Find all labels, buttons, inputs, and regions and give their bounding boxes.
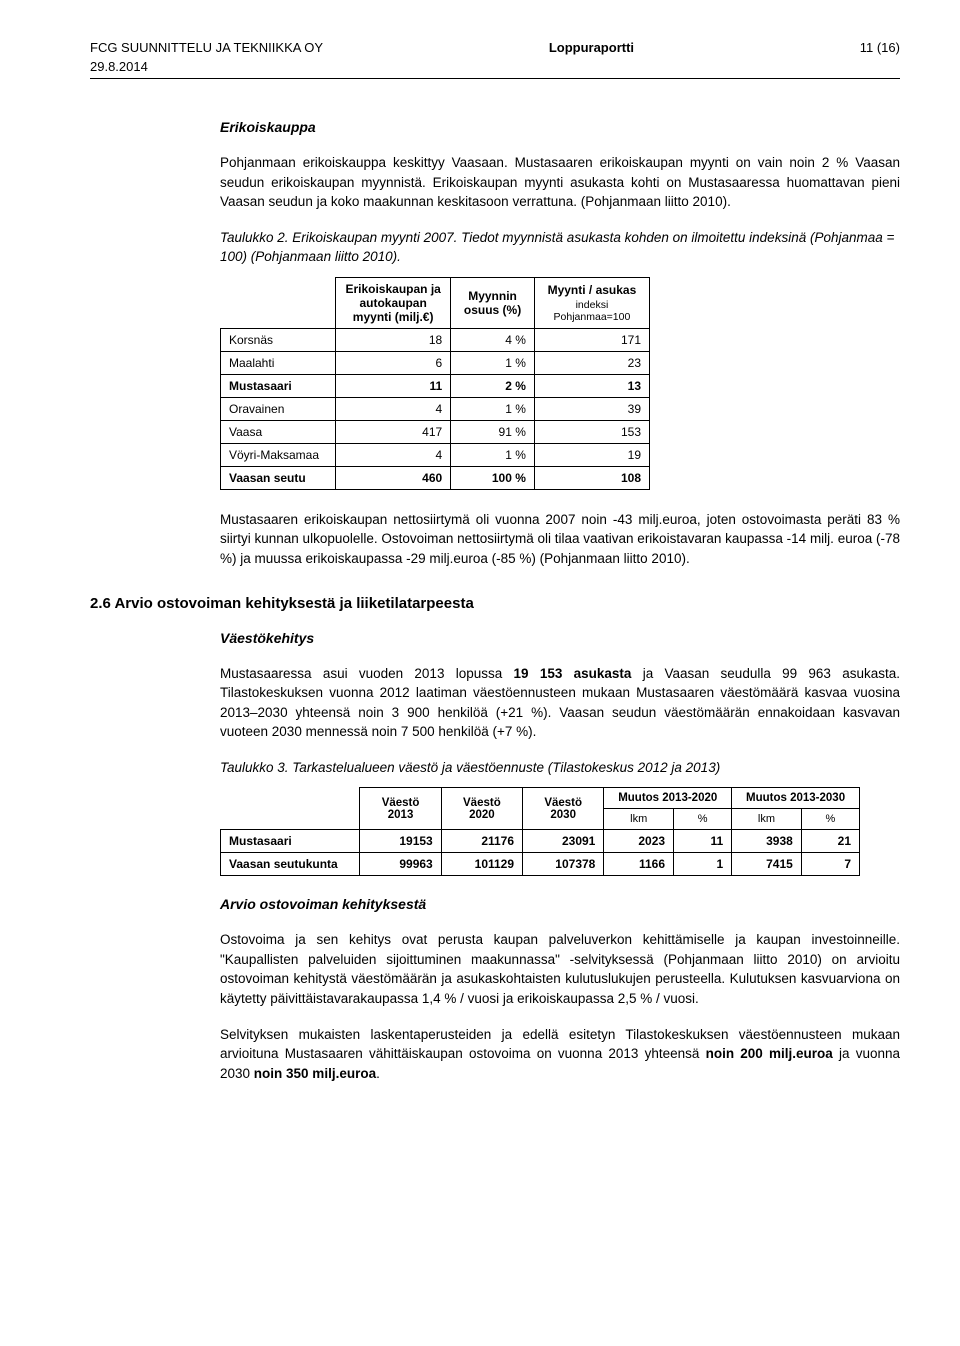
table-row: Vaasan seutukunta99963101129107378116617…	[221, 853, 860, 876]
cell-value: 4	[336, 397, 451, 420]
cell-label: Vaasan seutukunta	[221, 853, 360, 876]
table-erikoiskauppa: Erikoiskaupan ja autokaupan myynti (milj…	[220, 277, 650, 490]
th-muutos-2020: Muutos 2013-2020	[604, 788, 732, 809]
cell-label: Maalahti	[221, 351, 336, 374]
cell-value: 1	[674, 853, 732, 876]
table-row: Maalahti61 %23	[221, 351, 650, 374]
sub-lkm-2: lkm	[732, 809, 802, 830]
para-vaestokehitys: Mustasaaressa asui vuoden 2013 lopussa 1…	[220, 664, 900, 742]
header-rule	[90, 78, 900, 79]
sub-pct-2: %	[801, 809, 859, 830]
cell-label: Korsnäs	[221, 328, 336, 351]
cell-value: 101129	[441, 853, 522, 876]
cell-value: 1 %	[451, 397, 535, 420]
cell-value: 11	[674, 830, 732, 853]
cell-value: 4 %	[451, 328, 535, 351]
cell-value: 108	[534, 466, 649, 489]
sub-pct-1: %	[674, 809, 732, 830]
para-erikoiskauppa-2: Mustasaaren erikoiskaupan nettosiirtymä …	[220, 510, 900, 569]
header-company: FCG SUUNNITTELU JA TEKNIIKKA OY	[90, 40, 323, 55]
cell-value: 19	[534, 443, 649, 466]
cell-value: 3938	[732, 830, 802, 853]
cell-value: 21	[801, 830, 859, 853]
cell-label: Vöyri-Maksamaa	[221, 443, 336, 466]
table-row: Mustasaari191532117623091202311393821	[221, 830, 860, 853]
sub-lkm-1: lkm	[604, 809, 674, 830]
cell-value: 7415	[732, 853, 802, 876]
cell-value: 4	[336, 443, 451, 466]
cell-label: Mustasaari	[221, 374, 336, 397]
cell-value: 1 %	[451, 351, 535, 374]
table3-caption: Taulukko 3. Tarkastelualueen väestö ja v…	[220, 758, 900, 778]
table-row: Mustasaari112 %13	[221, 374, 650, 397]
th-col3: Myynti / asukas indeksi Pohjanmaa=100	[534, 277, 649, 328]
header-date: 29.8.2014	[90, 59, 900, 74]
table-vaesto: Väestö 2013 Väestö 2020 Väestö 2030 Muut…	[220, 787, 860, 876]
table-row: Vöyri-Maksamaa41 %19	[221, 443, 650, 466]
cell-value: 1166	[604, 853, 674, 876]
section-heading-2-6: 2.6 Arvio ostovoiman kehityksestä ja lii…	[90, 595, 900, 612]
header-pageinfo: 11 (16)	[860, 40, 900, 55]
cell-value: 23	[534, 351, 649, 374]
cell-label: Vaasa	[221, 420, 336, 443]
subheading-vaestokehitys: Väestökehitys	[220, 630, 900, 646]
th-v2030: Väestö 2030	[523, 788, 604, 830]
cell-value: 153	[534, 420, 649, 443]
cell-value: 100 %	[451, 466, 535, 489]
para-ostovoima-1: Ostovoima ja sen kehitys ovat perusta ka…	[220, 930, 900, 1008]
section-heading-erikoiskauppa: Erikoiskauppa	[220, 119, 900, 135]
cell-value: 7	[801, 853, 859, 876]
subheading-arvio-ostovoima: Arvio ostovoiman kehityksestä	[220, 896, 900, 912]
cell-value: 2 %	[451, 374, 535, 397]
cell-value: 460	[336, 466, 451, 489]
cell-value: 6	[336, 351, 451, 374]
th-col1: Erikoiskaupan ja autokaupan myynti (milj…	[336, 277, 451, 328]
table-row: Korsnäs184 %171	[221, 328, 650, 351]
th-v2013: Väestö 2013	[360, 788, 441, 830]
cell-value: 417	[336, 420, 451, 443]
cell-label: Oravainen	[221, 397, 336, 420]
th-v2020: Väestö 2020	[441, 788, 522, 830]
th-col3-sub: indeksi Pohjanmaa=100	[543, 299, 641, 323]
cell-value: 21176	[441, 830, 522, 853]
table-row: Vaasan seutu460100 %108	[221, 466, 650, 489]
cell-value: 107378	[523, 853, 604, 876]
cell-value: 91 %	[451, 420, 535, 443]
table-row: Oravainen41 %39	[221, 397, 650, 420]
table-row: Vaasa41791 %153	[221, 420, 650, 443]
cell-label: Vaasan seutu	[221, 466, 336, 489]
cell-value: 11	[336, 374, 451, 397]
th-muutos-2030: Muutos 2013-2030	[732, 788, 860, 809]
table2-caption: Taulukko 2. Erikoiskaupan myynti 2007. T…	[220, 228, 900, 267]
th-col3-top: Myynti / asukas	[548, 283, 637, 297]
th-col2: Myynnin osuus (%)	[451, 277, 535, 328]
cell-value: 2023	[604, 830, 674, 853]
cell-value: 1 %	[451, 443, 535, 466]
cell-label: Mustasaari	[221, 830, 360, 853]
cell-value: 19153	[360, 830, 441, 853]
para-erikoiskauppa-1: Pohjanmaan erikoiskauppa keskittyy Vaasa…	[220, 153, 900, 212]
cell-value: 13	[534, 374, 649, 397]
cell-value: 23091	[523, 830, 604, 853]
cell-value: 99963	[360, 853, 441, 876]
cell-value: 171	[534, 328, 649, 351]
page-header: FCG SUUNNITTELU JA TEKNIIKKA OY Loppurap…	[90, 40, 900, 55]
cell-value: 18	[336, 328, 451, 351]
para-ostovoima-2: Selvityksen mukaisten laskentaperusteide…	[220, 1025, 900, 1084]
cell-value: 39	[534, 397, 649, 420]
header-title: Loppuraportti	[549, 40, 634, 55]
